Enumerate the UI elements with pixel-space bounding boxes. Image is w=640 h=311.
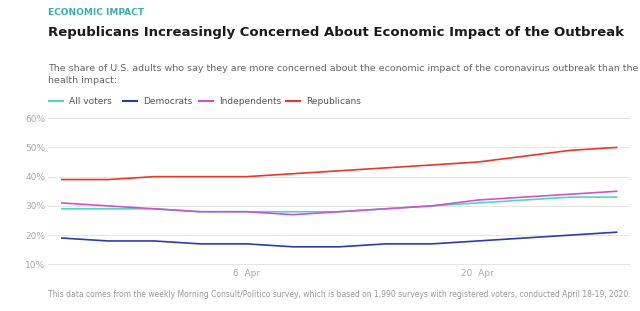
- All voters: [612, 195, 620, 199]
- All voters: [196, 210, 204, 214]
- All voters: [104, 207, 112, 211]
- Independents: [474, 198, 482, 202]
- Democrats: [289, 245, 297, 249]
- All voters: [150, 207, 158, 211]
- All voters: [58, 207, 66, 211]
- Democrats: [612, 230, 620, 234]
- Independents: [104, 204, 112, 208]
- Independents: [58, 201, 66, 205]
- Republicans: [150, 175, 158, 179]
- Independents: [566, 192, 574, 196]
- Line: All voters: All voters: [62, 197, 616, 212]
- Text: Independents: Independents: [220, 97, 282, 105]
- Democrats: [428, 242, 435, 246]
- Independents: [289, 213, 297, 216]
- Republicans: [474, 160, 482, 164]
- All voters: [474, 201, 482, 205]
- Independents: [428, 204, 435, 208]
- Independents: [243, 210, 251, 214]
- All voters: [428, 204, 435, 208]
- All voters: [289, 210, 297, 214]
- Democrats: [150, 239, 158, 243]
- Republicans: [566, 148, 574, 152]
- Democrats: [381, 242, 389, 246]
- Independents: [612, 189, 620, 193]
- Republicans: [104, 178, 112, 181]
- Text: Republicans: Republicans: [306, 97, 361, 105]
- Text: The share of U.S. adults who say they are more concerned about the economic impa: The share of U.S. adults who say they ar…: [48, 64, 640, 85]
- Republicans: [196, 175, 204, 179]
- All voters: [381, 207, 389, 211]
- Republicans: [58, 178, 66, 181]
- Text: All voters: All voters: [69, 97, 112, 105]
- Republicans: [335, 169, 343, 173]
- Line: Republicans: Republicans: [62, 147, 616, 179]
- Text: Democrats: Democrats: [143, 97, 192, 105]
- All voters: [243, 210, 251, 214]
- Republicans: [289, 172, 297, 176]
- Republicans: [428, 163, 435, 167]
- Democrats: [243, 242, 251, 246]
- Line: Democrats: Democrats: [62, 232, 616, 247]
- Democrats: [335, 245, 343, 249]
- Text: ECONOMIC IMPACT: ECONOMIC IMPACT: [48, 8, 144, 17]
- Republicans: [381, 166, 389, 170]
- Independents: [520, 195, 528, 199]
- Line: Independents: Independents: [62, 191, 616, 215]
- Democrats: [474, 239, 482, 243]
- All voters: [566, 195, 574, 199]
- Independents: [335, 210, 343, 214]
- Independents: [150, 207, 158, 211]
- Text: This data comes from the weekly Morning Consult/Politico survey, which is based : This data comes from the weekly Morning …: [48, 290, 630, 299]
- Republicans: [612, 146, 620, 149]
- Democrats: [104, 239, 112, 243]
- All voters: [335, 210, 343, 214]
- All voters: [520, 198, 528, 202]
- Democrats: [58, 236, 66, 240]
- Democrats: [566, 233, 574, 237]
- Republicans: [243, 175, 251, 179]
- Republicans: [520, 154, 528, 158]
- Democrats: [196, 242, 204, 246]
- Text: Republicans Increasingly Concerned About Economic Impact of the Outbreak: Republicans Increasingly Concerned About…: [48, 26, 624, 39]
- Independents: [381, 207, 389, 211]
- Independents: [196, 210, 204, 214]
- Democrats: [520, 236, 528, 240]
